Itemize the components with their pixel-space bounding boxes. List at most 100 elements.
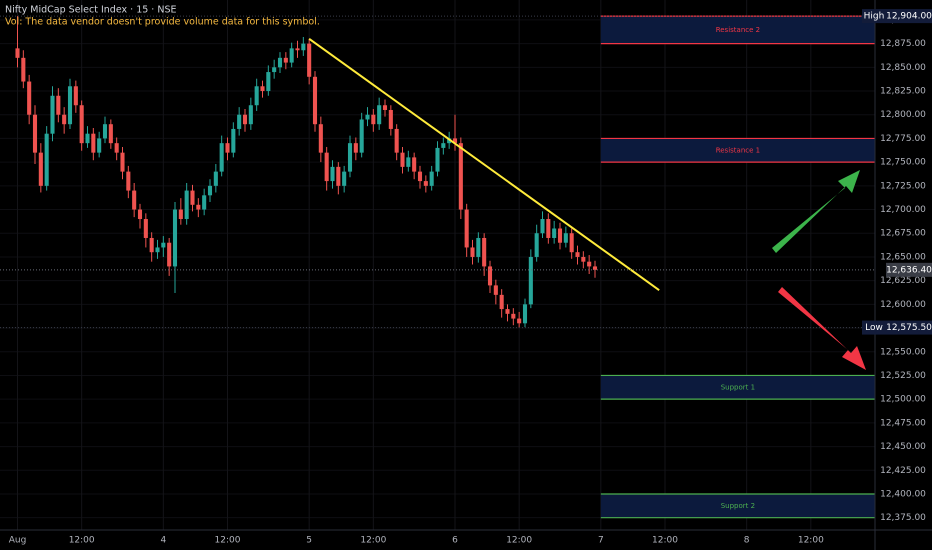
price-tag-name: High [864, 12, 885, 22]
candle-body [312, 76, 318, 125]
candle-body [464, 209, 469, 248]
candle-body [400, 152, 405, 167]
candle-body [120, 152, 125, 172]
candle-body [499, 294, 504, 310]
candle-body [557, 228, 563, 243]
candle-body [254, 86, 259, 106]
x-tick-label: 5 [306, 536, 312, 546]
y-tick-label: 12,625.00 [880, 276, 926, 286]
candle-body [272, 67, 277, 73]
candle-body [394, 128, 399, 153]
candle-body [67, 86, 73, 125]
x-tick-label: 12:00 [506, 536, 532, 546]
candle-body [213, 171, 218, 186]
x-tick-label: 12:00 [652, 536, 678, 546]
up-arrow [772, 170, 860, 253]
y-tick-label: 12,450.00 [880, 442, 926, 452]
candle-body [353, 143, 358, 153]
candle-body [237, 114, 242, 129]
candle-body [575, 252, 580, 257]
candle-body [569, 233, 574, 253]
y-tick-label: 12,650.00 [880, 252, 926, 262]
y-tick-label: 12,800.00 [880, 110, 926, 120]
candle-body [435, 147, 440, 172]
candle-body [283, 57, 288, 63]
candle-body [248, 105, 253, 125]
candle-body [458, 143, 463, 210]
zone [600, 138, 875, 163]
x-tick-label: 12:00 [798, 536, 824, 546]
candle-body [429, 171, 434, 186]
price-tag [886, 262, 932, 277]
candle-body [27, 81, 32, 115]
candles [15, 16, 598, 328]
candle-body [102, 124, 108, 139]
candle-body [295, 48, 300, 51]
x-tick-label: 12:00 [215, 536, 241, 546]
candle-body [178, 209, 183, 220]
candle-body [184, 190, 189, 220]
candle-body [318, 124, 323, 153]
chart-title: Nifty MidCap Select Index · 15 · NSE [5, 5, 177, 16]
candle-body [359, 119, 364, 153]
candle-body [301, 43, 306, 51]
price-tag [886, 320, 932, 335]
x-tick-label: 7 [598, 536, 604, 546]
price-tag [886, 9, 932, 24]
y-tick-label: 12,425.00 [880, 466, 926, 476]
candle-body [476, 237, 481, 257]
candle-body [447, 138, 452, 144]
y-tick-label: 12,400.00 [880, 489, 926, 499]
candle-body [289, 48, 294, 63]
candle-body [452, 138, 458, 144]
y-tick-label: 12,600.00 [880, 300, 926, 310]
candle-body [56, 95, 61, 115]
price-tag-name-box [862, 9, 886, 24]
candle-body [307, 43, 312, 77]
candle-body [417, 171, 423, 182]
candle-body [79, 105, 84, 144]
y-tick-label: 12,500.00 [880, 395, 926, 405]
price-tag-label: 12,904.00 [886, 12, 932, 22]
y-tick-label: 12,550.00 [880, 347, 926, 357]
zone [600, 375, 875, 400]
candle-body [149, 237, 154, 253]
candle-body [242, 114, 248, 125]
y-tick-label: 12,825.00 [880, 87, 926, 97]
candle-body [365, 114, 370, 120]
y-tick-label: 12,475.00 [880, 418, 926, 428]
y-tick-label: 12,700.00 [880, 205, 926, 215]
candle-body [487, 266, 493, 286]
candle-body [161, 242, 166, 248]
zone [600, 493, 875, 518]
y-tick-label: 12,850.00 [880, 63, 926, 73]
x-tick-label: Aug [9, 536, 27, 546]
candle-body [371, 114, 376, 125]
candle-body [377, 105, 382, 125]
candle-body [44, 133, 49, 186]
candle-body [167, 242, 172, 267]
candle-body [277, 57, 283, 68]
candle-body [155, 247, 160, 253]
candle-body [493, 285, 498, 295]
zone [600, 16, 875, 44]
zone-label: Resistance 1 [716, 146, 760, 154]
overlays [0, 15, 875, 329]
x-tick-label: 8 [744, 536, 750, 546]
candle-body [260, 86, 265, 92]
candle-body [21, 57, 26, 82]
candle-body [412, 157, 417, 172]
y-tick-label: 12,775.00 [880, 134, 926, 144]
candle-body [85, 133, 90, 144]
candle-body [207, 185, 213, 196]
candle-body [114, 143, 119, 153]
candle-body [91, 133, 96, 153]
candle-body [38, 152, 43, 186]
candle-body [196, 204, 201, 210]
candle-body [517, 318, 522, 324]
price-tag-name-box [862, 320, 886, 335]
y-tick-label: 12,725.00 [880, 181, 926, 191]
